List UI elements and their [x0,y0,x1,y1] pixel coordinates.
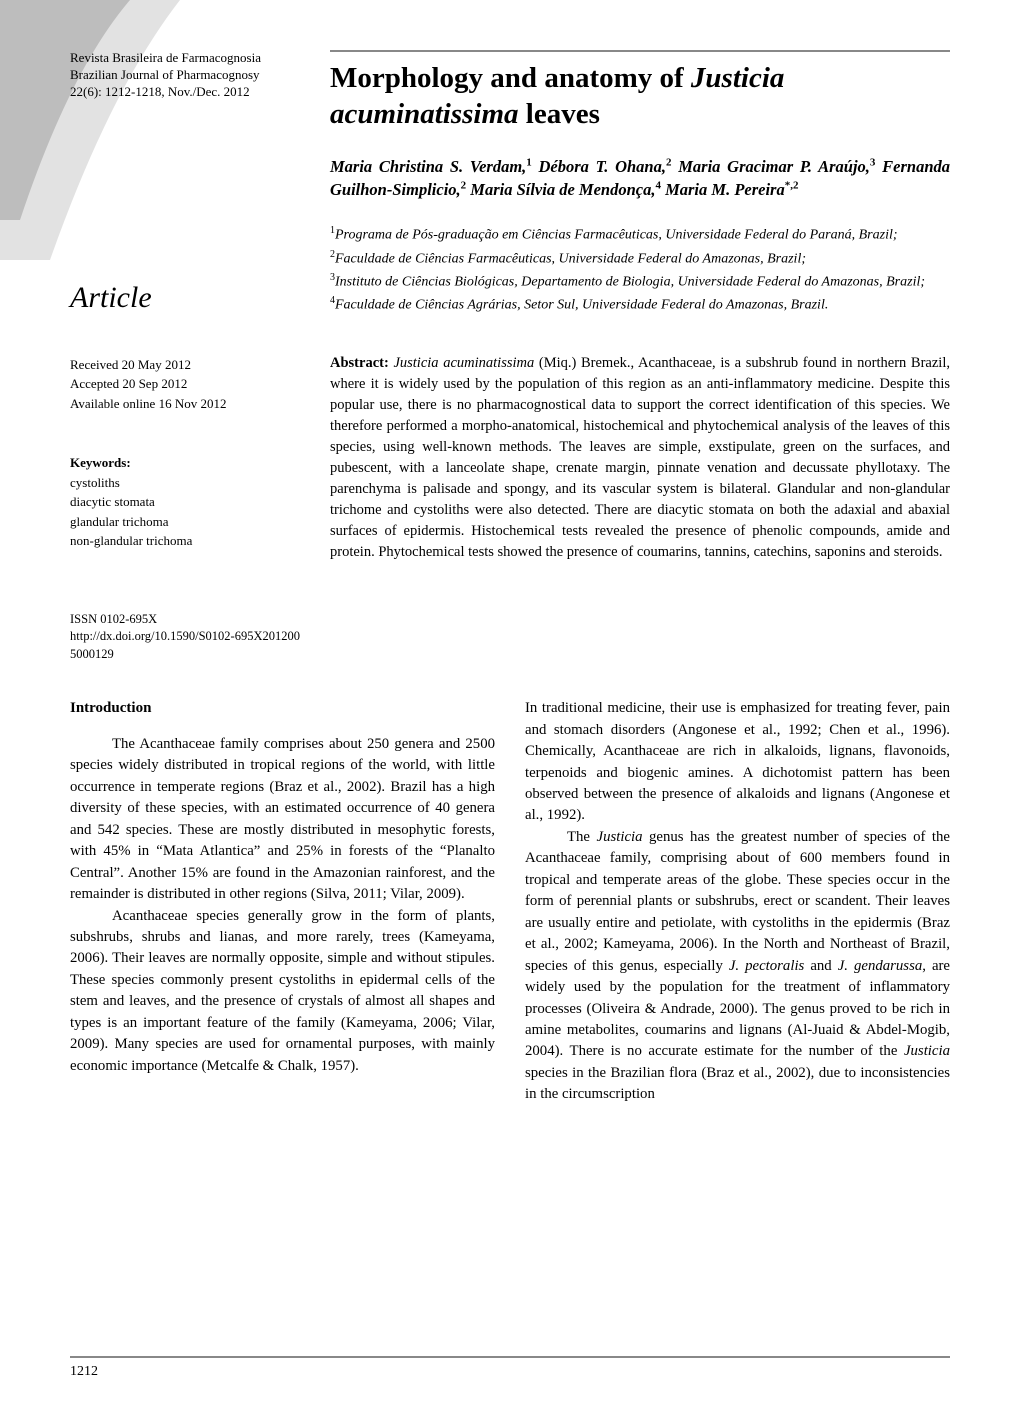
body-paragraph: The Acanthaceae family comprises about 2… [70,734,495,906]
footer-rule [70,1356,950,1358]
keyword-item: non-glandular trichoma [70,531,300,551]
body-paragraph: Acanthaceae species generally grow in th… [70,906,495,1078]
abstract-label: Abstract: [330,355,389,371]
section-heading-introduction: Introduction [70,698,495,720]
keywords: Keywords: cystoliths diacytic stomata gl… [70,453,300,551]
body-paragraph: The Justicia genus has the greatest numb… [525,827,950,1106]
journal-name-en: Brazilian Journal of Pharmacognosy [70,67,300,84]
article-label: Article [70,281,300,315]
body-text: Introduction The Acanthaceae family comp… [70,698,950,1106]
authors: Maria Christina S. Verdam,1 Débora T. Oh… [330,155,950,203]
affiliation: 2Faculdade de Ciências Farmacêuticas, Un… [330,248,950,269]
article-dates: Received 20 May 2012 Accepted 20 Sep 201… [70,355,300,414]
journal-issue: 22(6): 1212-1218, Nov./Dec. 2012 [70,84,300,101]
online-date: Available online 16 Nov 2012 [70,394,300,414]
body-paragraph: In traditional medicine, their use is em… [525,698,950,827]
issn-block: ISSN 0102-695X http://dx.doi.org/10.1590… [70,611,300,664]
affiliation: 3Instituto de Ciências Biológicas, Depar… [330,271,950,292]
affiliation: 4Faculdade de Ciências Agrárias, Setor S… [330,294,950,315]
title-rule [330,50,950,52]
keyword-item: cystoliths [70,473,300,493]
body-left-column: Introduction The Acanthaceae family comp… [70,698,495,1106]
doi: http://dx.doi.org/10.1590/S0102-695X2012… [70,628,300,663]
sidebar: Revista Brasileira de Farmacognosia Braz… [70,50,300,663]
keywords-label: Keywords: [70,453,300,473]
accepted-date: Accepted 20 Sep 2012 [70,374,300,394]
page-footer: 1212 [70,1356,950,1380]
affiliation: 1Programa de Pós-graduação em Ciências F… [330,224,950,245]
keyword-item: glandular trichoma [70,512,300,532]
body-right-column: In traditional medicine, their use is em… [525,698,950,1106]
page-number: 1212 [70,1364,950,1380]
main-column: Morphology and anatomy of Justicia acumi… [330,50,950,663]
keyword-item: diacytic stomata [70,492,300,512]
abstract-text: Justicia acuminatissima (Miq.) Bremek., … [330,355,950,560]
affiliations: 1Programa de Pós-graduação em Ciências F… [330,224,950,315]
article-title: Morphology and anatomy of Justicia acumi… [330,60,950,133]
received-date: Received 20 May 2012 [70,355,300,375]
abstract: Abstract: Justicia acuminatissima (Miq.)… [330,353,950,563]
issn: ISSN 0102-695X [70,611,300,629]
journal-name-pt: Revista Brasileira de Farmacognosia [70,50,300,67]
